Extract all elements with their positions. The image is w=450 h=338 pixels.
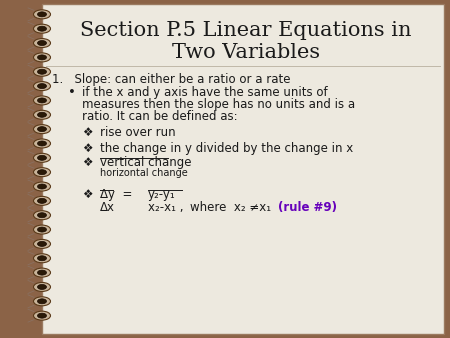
Text: horizontal change: horizontal change <box>100 168 188 178</box>
Ellipse shape <box>37 41 46 46</box>
Ellipse shape <box>37 155 46 160</box>
Ellipse shape <box>37 213 46 218</box>
Text: Δx: Δx <box>100 201 115 214</box>
Ellipse shape <box>37 299 46 304</box>
Ellipse shape <box>33 24 50 33</box>
Text: ❖: ❖ <box>82 126 93 139</box>
Ellipse shape <box>37 241 46 246</box>
Text: x₂-x₁ ,: x₂-x₁ , <box>148 201 184 214</box>
Ellipse shape <box>33 182 50 191</box>
Text: ❖: ❖ <box>82 156 93 169</box>
Ellipse shape <box>33 268 50 277</box>
Text: measures then the slope has no units and is a: measures then the slope has no units and… <box>82 98 355 111</box>
Ellipse shape <box>37 313 46 318</box>
Text: ❖: ❖ <box>82 188 93 201</box>
Ellipse shape <box>33 53 50 62</box>
Ellipse shape <box>37 26 46 31</box>
Ellipse shape <box>37 184 46 189</box>
Ellipse shape <box>37 198 46 203</box>
Text: ratio. It can be defined as:: ratio. It can be defined as: <box>82 110 238 123</box>
Ellipse shape <box>37 83 46 89</box>
Ellipse shape <box>37 55 46 60</box>
Ellipse shape <box>33 168 50 177</box>
Ellipse shape <box>33 297 50 306</box>
Ellipse shape <box>33 139 50 148</box>
Ellipse shape <box>37 270 46 275</box>
Ellipse shape <box>37 98 46 103</box>
Ellipse shape <box>37 170 46 175</box>
Ellipse shape <box>37 112 46 117</box>
Ellipse shape <box>33 67 50 76</box>
FancyBboxPatch shape <box>42 4 444 334</box>
Ellipse shape <box>37 141 46 146</box>
Ellipse shape <box>37 285 46 289</box>
Text: vertical change: vertical change <box>100 156 192 169</box>
Ellipse shape <box>33 10 50 19</box>
Text: Two Variables: Two Variables <box>172 43 320 62</box>
Ellipse shape <box>33 153 50 162</box>
Ellipse shape <box>33 96 50 105</box>
Ellipse shape <box>33 283 50 291</box>
Text: where  x₂ ≠x₁: where x₂ ≠x₁ <box>190 201 271 214</box>
Ellipse shape <box>37 12 46 17</box>
Ellipse shape <box>33 311 50 320</box>
Text: the change in y divided by the change in x: the change in y divided by the change in… <box>100 142 353 155</box>
Ellipse shape <box>37 69 46 74</box>
Text: Δy  =: Δy = <box>100 188 132 201</box>
Text: (rule #9): (rule #9) <box>278 201 337 214</box>
Text: ❖: ❖ <box>82 142 93 155</box>
Ellipse shape <box>33 81 50 91</box>
Ellipse shape <box>33 225 50 234</box>
Text: if the x and y axis have the same units of: if the x and y axis have the same units … <box>82 86 328 99</box>
Ellipse shape <box>33 196 50 206</box>
Text: y₂-y₁: y₂-y₁ <box>148 188 176 201</box>
Text: rise over run: rise over run <box>100 126 176 139</box>
Text: Section P.5 Linear Equations in: Section P.5 Linear Equations in <box>80 21 412 40</box>
Ellipse shape <box>33 110 50 119</box>
Text: •: • <box>68 86 76 99</box>
Ellipse shape <box>37 256 46 261</box>
Ellipse shape <box>37 227 46 232</box>
Ellipse shape <box>33 239 50 248</box>
Text: 1.   Slope: can either be a ratio or a rate: 1. Slope: can either be a ratio or a rat… <box>52 73 291 86</box>
Ellipse shape <box>33 254 50 263</box>
Ellipse shape <box>33 39 50 48</box>
Ellipse shape <box>33 125 50 134</box>
Ellipse shape <box>33 211 50 220</box>
Ellipse shape <box>37 127 46 131</box>
